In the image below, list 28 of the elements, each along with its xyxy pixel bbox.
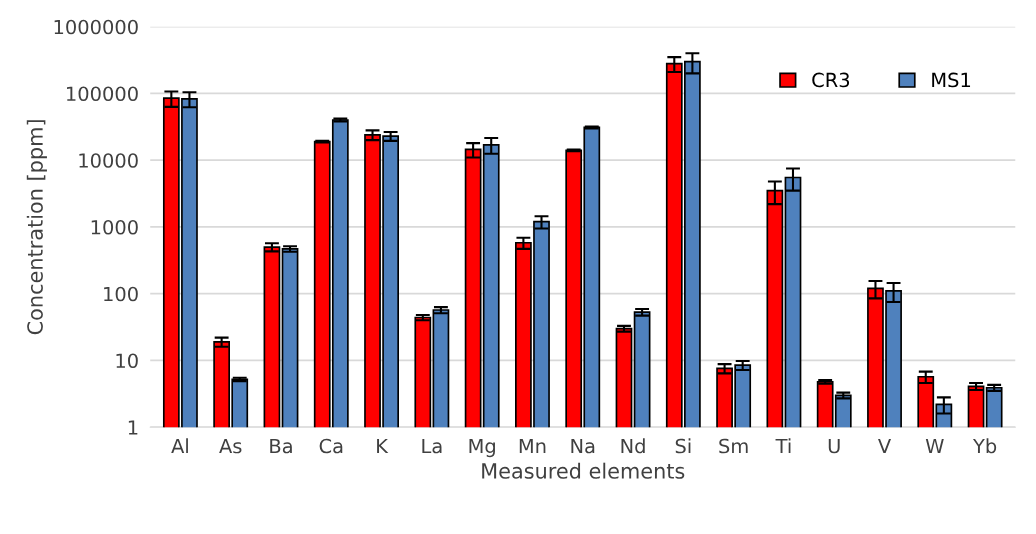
- x-tick-label: Na: [571, 438, 595, 454]
- x-tick-label: Yb: [972, 438, 997, 454]
- x-tick-label: Ti: [775, 438, 791, 454]
- x-tick-label: U: [828, 438, 840, 454]
- x-tick-label: Ba: [270, 438, 292, 454]
- y-tick-label: 1: [128, 420, 138, 435]
- x-axis-title: Measured elements: [482, 462, 685, 479]
- y-tick-label: 10: [116, 353, 138, 369]
- x-tick-label: Ca: [319, 438, 343, 454]
- x-tick-label: W: [925, 438, 944, 454]
- x-tick-label: Nd: [621, 438, 645, 454]
- y-tick-label: 1000000: [54, 19, 138, 35]
- y-tick-label: 1000: [91, 219, 138, 235]
- x-tick-label: As: [219, 438, 242, 454]
- y-axis-title: Concentration [ppm]: [26, 120, 47, 335]
- x-tick-label: Mg: [469, 438, 495, 458]
- x-tick-label: Sm: [719, 438, 748, 454]
- x-tick-label: V: [878, 438, 891, 454]
- x-tick-label: La: [422, 438, 442, 454]
- y-tick-label: 100: [104, 286, 138, 302]
- x-tick-label: Mn: [519, 438, 546, 454]
- x-tick-label: Si: [675, 438, 691, 454]
- legend-label: CR3: [812, 72, 850, 88]
- y-tick-label: 10000: [79, 153, 138, 168]
- x-tick-label: Al: [171, 438, 188, 454]
- legend-label: MS1: [932, 72, 971, 88]
- x-tick-label: K: [377, 438, 389, 454]
- y-tick-label: 100000: [67, 86, 138, 102]
